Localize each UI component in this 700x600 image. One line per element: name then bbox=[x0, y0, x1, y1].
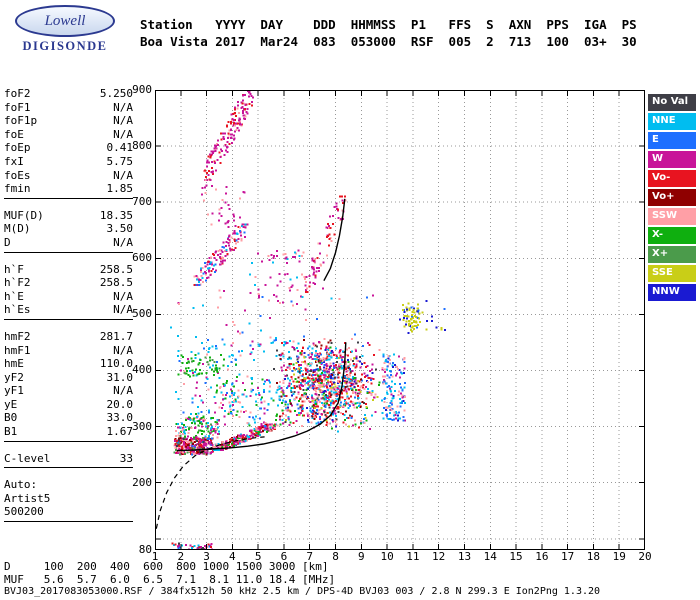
x-axis-label-17: 17 bbox=[561, 550, 575, 563]
param-group: MUF(D) 18.35 M(D) 3.50 D N/A bbox=[4, 209, 133, 253]
param-row-artist5: Artist5 bbox=[4, 491, 51, 505]
lowell-digisonde-logo: Lowell DIGISONDE bbox=[6, 5, 124, 54]
header-line-1: Station YYYY DAY DDD HHMMSS P1 FFS S AXN… bbox=[140, 17, 637, 32]
y-axis-label-400: 400 bbox=[132, 363, 152, 377]
legend-item-Vo-: Vo- bbox=[648, 170, 696, 187]
y-axis-label-600: 600 bbox=[132, 251, 152, 265]
logo-title: Lowell bbox=[44, 12, 86, 29]
param-group: h`F 258.5 h`F2 258.5 h`E N/A h`Es N/A bbox=[4, 263, 133, 320]
y-axis-label-500: 500 bbox=[132, 307, 152, 321]
param-row-foes: foEs N/A bbox=[4, 168, 133, 182]
param-row-ye: yE 20.0 bbox=[4, 397, 133, 411]
param-row-fof2: foF2 5.250 bbox=[4, 87, 133, 100]
scaled-parameters-panel: foF2 5.250 foF1 N/A foF1p N/A foE N/A foEp 0.41 fx… bbox=[4, 87, 133, 532]
doppler-direction-legend: No Val NNE E W Vo- Vo+ SSW X- X+ SSE NNW bbox=[648, 94, 696, 303]
legend-item-SSW: SSW bbox=[648, 208, 696, 225]
param-row-foep: foEp 0.41 bbox=[4, 141, 133, 155]
header-line-2: Boa Vista 2017 Mar24 083 053000 RSF 005 … bbox=[140, 34, 637, 49]
station-header: Station YYYY DAY DDD HHMMSS P1 FFS S AXN… bbox=[140, 16, 637, 50]
param-row-b1: B1 1.67 bbox=[4, 425, 133, 439]
x-axis-label-5: 5 bbox=[254, 550, 262, 563]
param-row-md: M(D) 3.50 bbox=[4, 222, 133, 236]
param-row-mufd: MUF(D) 18.35 bbox=[4, 208, 133, 222]
x-axis-label-3: 3 bbox=[203, 550, 210, 563]
x-axis-label-4: 4 bbox=[229, 550, 236, 563]
y-axis-label-800: 800 bbox=[132, 139, 152, 153]
x-axis-label-19: 19 bbox=[612, 550, 626, 563]
ionogram-plot-area bbox=[154, 89, 646, 551]
legend-item-SSE: SSE bbox=[648, 265, 696, 282]
x-axis-label-14: 14 bbox=[483, 550, 497, 563]
param-row-hf2: h`F2 258.5 bbox=[4, 276, 133, 290]
footer-text: BVJ03_2017083053000.RSF / 384fx512h 50 k… bbox=[4, 586, 601, 597]
y-axis-label-80: 80 bbox=[138, 543, 152, 556]
y-axis-label-300: 300 bbox=[132, 419, 152, 433]
param-row-fof1: foF1 N/A bbox=[4, 100, 133, 114]
param-row-b0: B0 33.0 bbox=[4, 411, 133, 425]
param-row-he: h`E N/A bbox=[4, 289, 133, 303]
x-axis-label-16: 16 bbox=[535, 550, 549, 563]
param-row-hf: h`F 258.5 bbox=[4, 262, 133, 276]
x-axis-label-20: 20 bbox=[638, 550, 652, 563]
param-row-yf1: yF1 N/A bbox=[4, 384, 133, 398]
param-row-foe: foE N/A bbox=[4, 127, 133, 141]
param-row-hmf2: hmF2 281.7 bbox=[4, 329, 133, 343]
x-axis-label-2: 2 bbox=[177, 550, 185, 563]
y-axis-label-900: 900 bbox=[132, 83, 152, 96]
param-row-auto: Auto: bbox=[4, 478, 38, 492]
x-axis-label-11: 11 bbox=[406, 550, 420, 563]
x-axis-label-12: 12 bbox=[432, 550, 446, 563]
x-axis-label-18: 18 bbox=[586, 550, 601, 563]
distance-muf-table: D 100 200 400 600 800 1000 1500 3000 [km… bbox=[4, 560, 336, 586]
y-axis-label-200: 200 bbox=[132, 475, 152, 489]
x-axis-label-7: 7 bbox=[306, 550, 314, 563]
footer-info: BVJ03_2017083053000.RSF / 384fx512h 50 k… bbox=[4, 586, 600, 598]
ionogram-plot bbox=[154, 89, 646, 551]
legend-item-Vo+: Vo+ bbox=[648, 189, 696, 206]
param-row-fof1p: foF1p N/A bbox=[4, 114, 133, 128]
param-row-fxi: fxI 5.75 bbox=[4, 154, 133, 168]
param-group: C-level 33 bbox=[4, 452, 133, 469]
legend-item-NoVal: No Val bbox=[648, 94, 696, 111]
param-row-500200: 500200 bbox=[4, 505, 44, 519]
x-axis-label-13: 13 bbox=[457, 550, 472, 563]
x-axis-label-8: 8 bbox=[332, 550, 339, 563]
param-group: hmF2 281.7 hmF1 N/A hmE 110.0 yF2 31.0 yF1 N/A yE 2… bbox=[4, 330, 133, 442]
param-row-clevel: C-level 33 bbox=[4, 451, 133, 465]
x-axis-label-9: 9 bbox=[358, 550, 365, 563]
muf-row: MUF 5.6 5.7 6.0 6.5 7.1 8.1 11.0 18.4 [M… bbox=[4, 572, 336, 586]
param-group: foF2 5.250 foF1 N/A foF1p N/A foE N/A foEp 0.41 fx… bbox=[4, 87, 133, 199]
legend-item-X-: X- bbox=[648, 227, 696, 244]
param-row-hmf1: hmF1 N/A bbox=[4, 343, 133, 357]
param-row-hme: hmE 110.0 bbox=[4, 357, 133, 371]
logo-subtitle: DIGISONDE bbox=[22, 39, 108, 53]
param-row-yf2: yF2 31.0 bbox=[4, 370, 133, 384]
x-axis-label-10: 10 bbox=[380, 550, 394, 563]
legend-item-E: E bbox=[648, 132, 696, 149]
x-axis-label-15: 15 bbox=[509, 550, 523, 563]
distance-row: D 100 200 400 600 800 1000 1500 3000 [km… bbox=[4, 560, 329, 573]
y-axis-label-700: 700 bbox=[132, 195, 152, 209]
logo-oval: Lowell bbox=[15, 5, 115, 37]
x-axis-label-6: 6 bbox=[280, 550, 288, 563]
param-row-hes: h`Es N/A bbox=[4, 303, 133, 317]
legend-item-X+: X+ bbox=[648, 246, 696, 263]
legend-item-NNE: NNE bbox=[648, 113, 696, 130]
x-axis-label-1: 1 bbox=[151, 550, 159, 563]
legend-item-NNW: NNW bbox=[648, 284, 696, 301]
param-group: Auto: Artist5 500200 bbox=[4, 478, 133, 523]
legend-item-W: W bbox=[648, 151, 696, 168]
param-row-fmin: fmin 1.85 bbox=[4, 182, 133, 196]
param-row-d: D N/A bbox=[4, 235, 133, 249]
